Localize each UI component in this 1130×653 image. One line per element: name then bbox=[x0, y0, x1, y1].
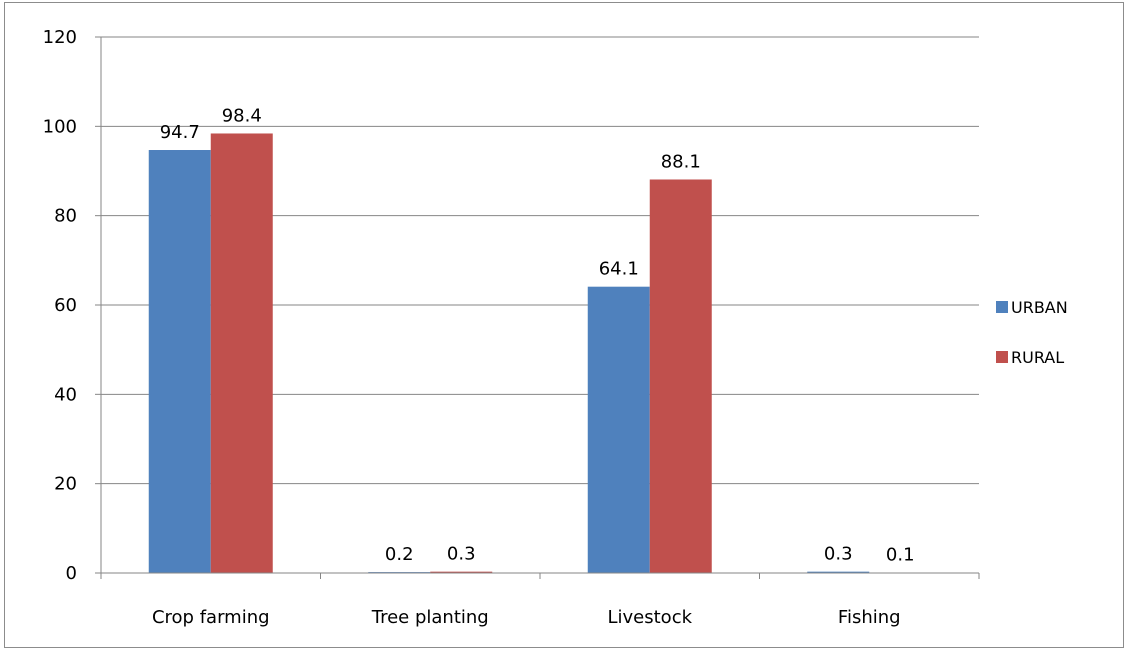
bar-rural-crop-farming bbox=[210, 133, 273, 574]
x-category-label: Crop farming bbox=[152, 607, 270, 628]
y-axis-tick-labels: 0 20 40 60 80 100 120 bbox=[43, 27, 77, 584]
data-label: 0.3 bbox=[824, 544, 853, 565]
y-tick-label: 120 bbox=[43, 27, 77, 48]
axes bbox=[95, 36, 980, 579]
bar-rural-tree-planting bbox=[430, 571, 493, 573]
data-label: 64.1 bbox=[599, 259, 639, 280]
y-tick-label: 60 bbox=[54, 295, 77, 316]
x-category-label: Tree planting bbox=[371, 607, 489, 628]
legend: URBAN RURAL bbox=[996, 298, 1068, 367]
y-tick-label: 40 bbox=[54, 384, 77, 405]
x-category-label: Livestock bbox=[607, 607, 692, 628]
bars bbox=[148, 133, 932, 574]
bar-urban-fishing bbox=[807, 571, 870, 573]
legend-label-rural: RURAL bbox=[1011, 348, 1064, 367]
bar-urban-crop-farming bbox=[148, 150, 211, 574]
legend-swatch-rural bbox=[996, 351, 1008, 363]
x-axis-category-labels: Crop farming Tree planting Livestock Fishin… bbox=[152, 607, 901, 628]
y-tick-label: 100 bbox=[43, 116, 77, 137]
bar-rural-livestock bbox=[649, 179, 712, 573]
y-tick-label: 0 bbox=[66, 563, 77, 584]
data-label: 94.7 bbox=[160, 122, 200, 143]
data-label: 98.4 bbox=[222, 105, 262, 126]
data-label: 0.2 bbox=[385, 544, 414, 565]
data-label: 88.1 bbox=[661, 151, 701, 172]
data-label: 0.1 bbox=[886, 545, 915, 566]
bar-urban-livestock bbox=[587, 286, 650, 573]
x-category-label: Fishing bbox=[838, 607, 901, 628]
y-tick-label: 80 bbox=[54, 206, 77, 227]
data-labels: 94.7 98.4 0.2 0.3 64.1 88.1 0.3 0.1 bbox=[160, 105, 915, 565]
data-label: 0.3 bbox=[447, 544, 476, 565]
legend-label-urban: URBAN bbox=[1011, 298, 1068, 317]
legend-swatch-urban bbox=[996, 301, 1008, 313]
y-tick-label: 20 bbox=[54, 474, 77, 495]
